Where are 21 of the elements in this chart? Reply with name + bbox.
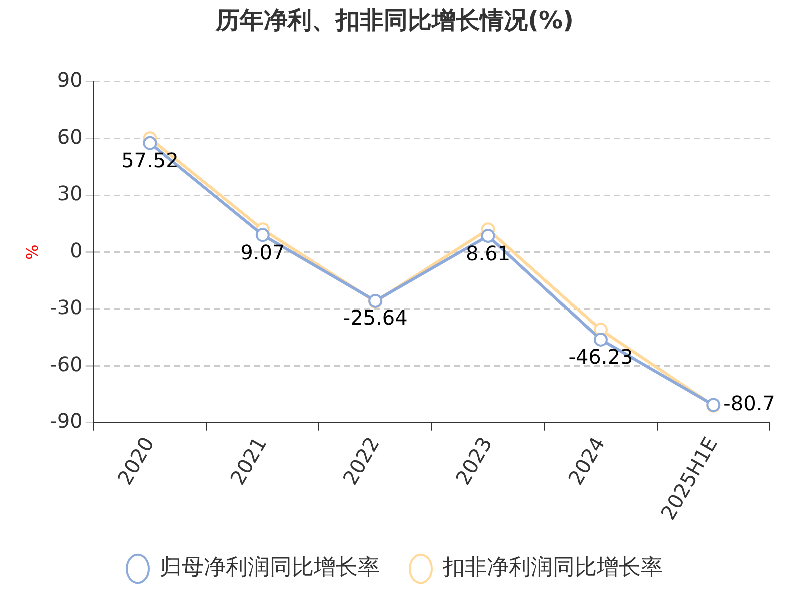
point <box>256 228 270 242</box>
point <box>143 136 158 150</box>
data-label: -25.64 <box>343 306 408 330</box>
y-tick-label: 30 <box>57 182 83 206</box>
y-tick-label: 0 <box>70 238 83 263</box>
y-axis-title: % <box>22 244 42 260</box>
chart-title: 历年净利、扣非同比增长情况(%) <box>215 6 574 35</box>
y-tick-label: -60 <box>50 352 83 376</box>
legend-label: 归母净利润同比增长率 <box>160 556 380 581</box>
y-tick-label: 60 <box>57 124 83 149</box>
y-tick-label: 90 <box>57 68 83 92</box>
data-label: 8.61 <box>466 241 511 266</box>
legend-label: 扣非净利润同比增长率 <box>442 556 663 581</box>
data-label: 57.52 <box>122 148 179 173</box>
y-tick-label: -90 <box>50 409 83 434</box>
y-tick-label: -30 <box>50 295 83 320</box>
data-label: -46.23 <box>568 345 634 370</box>
point <box>481 229 496 244</box>
point <box>594 332 608 347</box>
data-label: 9.07 <box>240 240 286 264</box>
data-label: -80.7 <box>724 392 776 416</box>
